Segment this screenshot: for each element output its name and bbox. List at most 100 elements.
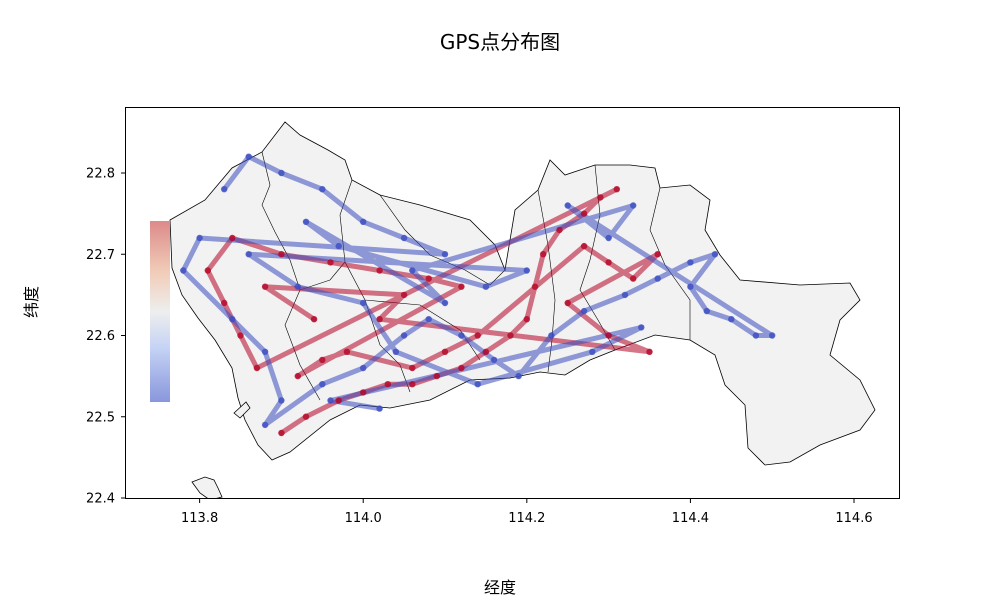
gps-point (409, 364, 416, 372)
x-axis-label: 经度 (483, 578, 516, 597)
gps-point (540, 251, 547, 258)
gps-point (302, 413, 310, 420)
gps-point (752, 332, 760, 339)
gps-points-layer (180, 153, 776, 437)
x-tick-label: 114.2 (508, 511, 545, 526)
gps-point (229, 234, 236, 242)
y-axis-ticks: 22.4 22.5 22.6 22.7 22.8 (86, 167, 126, 507)
gps-point (319, 381, 326, 388)
gps-point (278, 251, 285, 258)
gps-point (376, 405, 383, 412)
gps-point (711, 251, 719, 258)
gps-point (474, 381, 481, 388)
gps-point (360, 389, 367, 396)
gps-point (531, 283, 539, 290)
gps-point (433, 372, 440, 380)
gps-point (523, 267, 530, 274)
island-outline (191, 476, 223, 498)
gps-point (180, 267, 187, 274)
gps-point (580, 210, 588, 217)
gps-point (580, 242, 588, 250)
gps-point (490, 356, 498, 364)
gps-point (343, 348, 351, 355)
gps-point (441, 348, 449, 355)
gps-point (425, 275, 432, 282)
gps-point (425, 316, 432, 323)
gps-point (458, 364, 465, 372)
gps-point (278, 429, 285, 437)
gps-point (204, 267, 211, 274)
gps-point (580, 307, 588, 315)
gps-point (360, 218, 367, 225)
islet-outline (233, 401, 251, 419)
gps-point (327, 259, 334, 266)
x-tick-label: 114.6 (835, 511, 872, 526)
colorbar-gradient (150, 221, 170, 402)
gps-point (319, 186, 326, 193)
gps-point (728, 316, 735, 323)
gps-point (621, 291, 629, 299)
gps-point (769, 332, 776, 339)
gps-point (597, 194, 604, 201)
gps-point (245, 153, 252, 160)
chart-title: GPS点分布图 (439, 30, 561, 54)
gps-point (400, 332, 408, 339)
y-tick-label: 22.7 (86, 248, 115, 263)
y-tick-label: 22.4 (86, 492, 115, 507)
colorbar (150, 221, 170, 402)
gps-point (278, 397, 285, 404)
gps-point (605, 259, 612, 266)
gps-point (237, 332, 244, 339)
gps-point (360, 364, 367, 372)
gps-point (335, 242, 342, 250)
gps-point (458, 332, 465, 339)
gps-point (409, 267, 416, 274)
gps-point (360, 299, 367, 307)
gps-point (221, 299, 228, 307)
gps-point (221, 186, 228, 193)
gps-point (703, 307, 710, 315)
gps-point (441, 299, 449, 307)
gps-point (654, 275, 661, 282)
gps-point (589, 348, 596, 355)
gps-point (253, 364, 261, 372)
x-axis-ticks: 113.8 114.0 114.2 114.4 114.6 (181, 498, 873, 526)
x-tick-label: 113.8 (181, 511, 218, 526)
gps-point (613, 186, 620, 193)
gps-point (335, 397, 342, 404)
gps-point (229, 316, 236, 323)
gps-point (482, 348, 490, 355)
y-tick-label: 22.8 (86, 167, 115, 182)
gps-point (687, 259, 694, 266)
gps-point (523, 316, 530, 323)
gps-point (630, 202, 637, 209)
y-tick-label: 22.5 (86, 410, 115, 425)
gps-point (646, 348, 653, 355)
gps-point (376, 316, 383, 323)
gps-point (384, 381, 391, 388)
gps-point (687, 283, 694, 290)
gps-point (310, 316, 318, 323)
gps-point (441, 251, 449, 258)
gps-point (302, 218, 310, 225)
gps-point (605, 332, 612, 339)
gps-point (515, 372, 522, 380)
gps-point (196, 234, 203, 242)
gps-point (261, 283, 269, 290)
gps-point (376, 267, 383, 274)
gps-point (400, 291, 408, 299)
gps-point (564, 202, 571, 209)
gps-point (278, 169, 285, 177)
gps-point (400, 234, 408, 242)
gps-point (294, 283, 301, 290)
gps-point (474, 332, 481, 339)
gps-point (654, 251, 661, 258)
gps-point (638, 324, 645, 331)
gps-point (294, 372, 301, 380)
gps-point (409, 381, 416, 388)
y-tick-label: 22.6 (86, 329, 115, 344)
gps-point (261, 421, 269, 429)
gps-point (458, 283, 465, 290)
gps-point (327, 397, 334, 404)
